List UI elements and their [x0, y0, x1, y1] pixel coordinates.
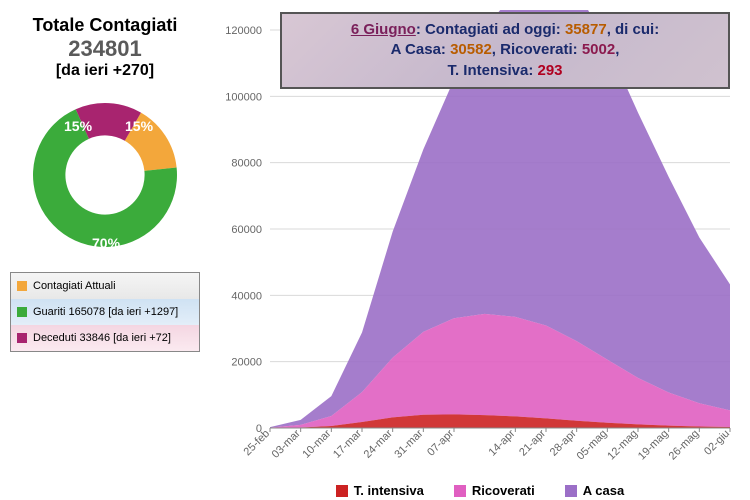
left-panel: Totale Contagiati 234801 [da ieri +270] …: [0, 0, 210, 500]
info-text-fragment: A Casa:: [391, 41, 450, 58]
right-panel: 02000040000600008000010000012000025-feb0…: [210, 0, 750, 500]
legend-row: Contagiati Attuali: [11, 273, 199, 299]
legend-swatch: [17, 281, 27, 291]
info-text-fragment: 30582: [450, 41, 492, 58]
y-axis-label: 100000: [225, 91, 262, 103]
x-axis-label: 14-apr: [486, 427, 517, 458]
info-text-fragment: 6 Giugno: [351, 21, 416, 38]
title-block: Totale Contagiati 234801 [da ieri +270]: [33, 15, 178, 80]
legend-label: A casa: [583, 483, 624, 498]
info-text-fragment: , Ricoverati:: [492, 41, 582, 58]
x-axis-label: 21-apr: [517, 427, 548, 458]
legend-swatch: [336, 485, 348, 497]
legend-label: Ricoverati: [472, 483, 535, 498]
title-value: 234801: [33, 36, 178, 62]
donut-legend: Contagiati Attuali Guariti 165078 [da ier…: [10, 272, 200, 352]
x-axis-label: 24-mar: [362, 427, 395, 460]
legend-swatch: [17, 333, 27, 343]
donut-segment-label: 15%: [125, 118, 153, 134]
legend-label: Contagiati Attuali: [33, 280, 116, 292]
legend-label: Guariti 165078 [da ieri +1297]: [33, 306, 178, 318]
info-text-fragment: : Contagiati ad oggi:: [416, 21, 565, 38]
legend-label: T. intensiva: [354, 483, 424, 498]
legend-swatch: [565, 485, 577, 497]
area-legend-item: Ricoverati: [454, 483, 535, 498]
info-text-fragment: , di cui:: [607, 21, 660, 38]
x-axis-label: 26-mag: [667, 428, 702, 463]
x-axis-label: 02-giu: [702, 428, 732, 458]
info-text-fragment: 293: [538, 62, 563, 79]
info-text-fragment: 35877: [565, 21, 607, 38]
area-legend-item: T. intensiva: [336, 483, 424, 498]
info-box: 6 Giugno: Contagiati ad oggi: 35877, di …: [280, 12, 730, 89]
legend-swatch: [454, 485, 466, 497]
x-axis-label: 10-mar: [300, 427, 333, 460]
title-delta: [da ieri +270]: [33, 62, 178, 80]
title-main: Totale Contagiati: [33, 15, 178, 36]
info-text-fragment: ,: [615, 41, 619, 58]
x-axis-label: 03-mar: [270, 427, 303, 460]
legend-row: Guariti 165078 [da ieri +1297]: [11, 299, 199, 325]
info-text-fragment: 5002: [582, 41, 615, 58]
legend-row: Deceduti 33846 [da ieri +72]: [11, 325, 199, 351]
x-axis-label: 31-mar: [392, 427, 425, 460]
y-axis-label: 80000: [231, 158, 262, 170]
x-axis-label: 07-apr: [425, 427, 456, 458]
area-chart-legend: T. intensiva Ricoverati A casa: [210, 483, 750, 498]
x-axis-label: 19-mag: [636, 428, 671, 463]
y-axis-label: 120000: [225, 25, 262, 37]
y-axis-label: 20000: [231, 357, 262, 369]
donut-segment-label: 15%: [64, 118, 92, 134]
area-legend-item: A casa: [565, 483, 624, 498]
x-axis-label: 17-mar: [331, 427, 364, 460]
donut-segment-label: 70%: [92, 235, 120, 251]
y-axis-label: 40000: [231, 290, 262, 302]
info-text-fragment: T. Intensiva:: [447, 62, 537, 79]
x-axis-label: 12-mag: [605, 428, 640, 463]
y-axis-label: 60000: [231, 224, 262, 236]
legend-swatch: [17, 307, 27, 317]
x-axis-label: 05-mag: [575, 428, 610, 463]
donut-chart: 15% 70% 15%: [20, 90, 190, 260]
legend-label: Deceduti 33846 [da ieri +72]: [33, 332, 171, 344]
